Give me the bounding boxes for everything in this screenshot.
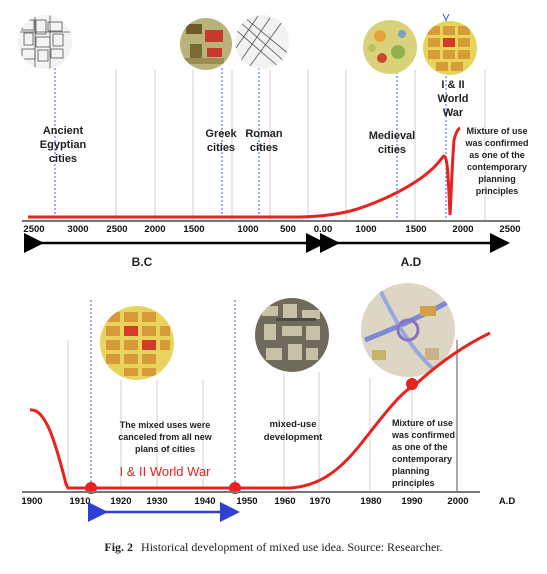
svg-text:principles: principles bbox=[476, 186, 519, 196]
top-mixed-use-curve bbox=[28, 126, 461, 219]
bottom-panel: The mixed uses were canceled from all ne… bbox=[21, 283, 515, 522]
era-ad-label: A.D bbox=[401, 255, 422, 269]
tick: 1500 bbox=[183, 224, 204, 235]
tick: 1930 bbox=[146, 496, 167, 507]
axis-unit-label: A.D bbox=[499, 496, 516, 507]
svg-text:contemporary: contemporary bbox=[392, 454, 452, 464]
svg-text:contemporary: contemporary bbox=[467, 162, 527, 172]
tick: 1950 bbox=[236, 496, 257, 507]
tick: 0.00 bbox=[314, 224, 333, 235]
figure-caption: Fig. 2 Historical development of mixed us… bbox=[0, 540, 547, 555]
svg-text:War: War bbox=[443, 107, 464, 119]
svg-text:Mixture of use: Mixture of use bbox=[466, 126, 527, 136]
mixture-text-bottom: Mixture of use was confirmed as one of t… bbox=[391, 418, 455, 488]
caption-label: Fig. 2 bbox=[104, 540, 134, 554]
tick: 1500 bbox=[405, 224, 426, 235]
tick: 1940 bbox=[194, 496, 215, 507]
svg-text:plans of cities: plans of cities bbox=[135, 444, 195, 454]
bottom-mixed-use-curve bbox=[29, 331, 491, 490]
label-ancient-egyptian: Ancient Egyptian cities bbox=[40, 125, 87, 165]
svg-text:The mixed uses were: The mixed uses were bbox=[120, 420, 211, 430]
svg-text:was confirmed: was confirmed bbox=[464, 138, 528, 148]
top-gridlines bbox=[115, 70, 486, 222]
tick: 2000 bbox=[452, 224, 473, 235]
mixture-point bbox=[406, 378, 418, 390]
svg-text:Ancient: Ancient bbox=[43, 125, 84, 137]
contemporary-city-plan-image bbox=[361, 283, 455, 377]
tick: 1920 bbox=[110, 496, 131, 507]
top-axis-ticks: 2500 3000 2500 2000 1500 1000 500 0.00 1… bbox=[23, 224, 520, 235]
svg-text:as one of the: as one of the bbox=[392, 442, 448, 452]
svg-text:principles: principles bbox=[392, 478, 435, 488]
svg-text:Greek: Greek bbox=[205, 128, 237, 140]
tick: 1990 bbox=[401, 496, 422, 507]
top-panel: Ancient Egyptian cities Greek cities Rom… bbox=[18, 13, 529, 269]
top-guide-arrowhead bbox=[442, 13, 450, 22]
egyptian-city-plan-image bbox=[18, 15, 72, 69]
canceled-text: The mixed uses were canceled from all ne… bbox=[118, 420, 213, 454]
tick: 3000 bbox=[67, 224, 88, 235]
roman-city-plan-image bbox=[235, 15, 289, 69]
tick: 2000 bbox=[144, 224, 165, 235]
svg-text:cities: cities bbox=[49, 153, 77, 165]
tick: 1000 bbox=[355, 224, 376, 235]
svg-text:Medieval: Medieval bbox=[369, 130, 415, 142]
label-world-war: I & II World War bbox=[438, 79, 469, 119]
mixed-use-aerial-image bbox=[255, 298, 329, 372]
medieval-city-plan-image bbox=[363, 20, 417, 74]
tick: 2500 bbox=[23, 224, 44, 235]
mixed-use-development-text: mixed-use development bbox=[264, 419, 323, 443]
svg-text:development: development bbox=[264, 432, 323, 443]
label-mixture-top: Mixture of use was confirmed as one of t… bbox=[464, 126, 528, 196]
svg-text:cities: cities bbox=[207, 142, 235, 154]
tick: 1970 bbox=[309, 496, 330, 507]
label-roman: Roman cities bbox=[245, 128, 283, 154]
svg-text:cities: cities bbox=[378, 144, 406, 156]
label-medieval: Medieval cities bbox=[369, 130, 415, 156]
tick: 1000 bbox=[237, 224, 258, 235]
world-war-grid-plan-image bbox=[423, 21, 477, 75]
tick: 1910 bbox=[69, 496, 90, 507]
tick: 1980 bbox=[360, 496, 381, 507]
tick: 2000 bbox=[447, 496, 468, 507]
caption-text: Historical development of mixed use idea… bbox=[141, 540, 443, 554]
greek-city-plan-image bbox=[180, 18, 232, 70]
svg-text:cities: cities bbox=[250, 142, 278, 154]
svg-text:I & II: I & II bbox=[441, 79, 464, 91]
svg-text:as one of the: as one of the bbox=[469, 150, 525, 160]
tick: 1900 bbox=[21, 496, 42, 507]
tick: 2500 bbox=[106, 224, 127, 235]
tick: 2500 bbox=[499, 224, 520, 235]
svg-text:planning: planning bbox=[392, 466, 430, 476]
tick: 1960 bbox=[274, 496, 295, 507]
label-greek: Greek cities bbox=[205, 128, 237, 154]
tick: 500 bbox=[280, 224, 296, 235]
svg-text:Mixture of use: Mixture of use bbox=[392, 418, 453, 428]
era-bc-label: B.C bbox=[132, 255, 153, 269]
svg-text:Egyptian: Egyptian bbox=[40, 139, 87, 151]
world-war-label: I & II World War bbox=[119, 464, 211, 479]
grid-city-plan-image bbox=[100, 306, 174, 380]
svg-text:mixed-use: mixed-use bbox=[270, 419, 317, 430]
svg-text:planning: planning bbox=[478, 174, 516, 184]
svg-text:Roman: Roman bbox=[245, 128, 283, 140]
svg-text:was confirmed: was confirmed bbox=[391, 430, 455, 440]
svg-text:World: World bbox=[438, 93, 469, 105]
svg-text:canceled from all new: canceled from all new bbox=[118, 432, 213, 442]
bottom-axis-ticks: 1900 1910 1920 1930 1940 1950 1960 1970 … bbox=[21, 496, 515, 507]
